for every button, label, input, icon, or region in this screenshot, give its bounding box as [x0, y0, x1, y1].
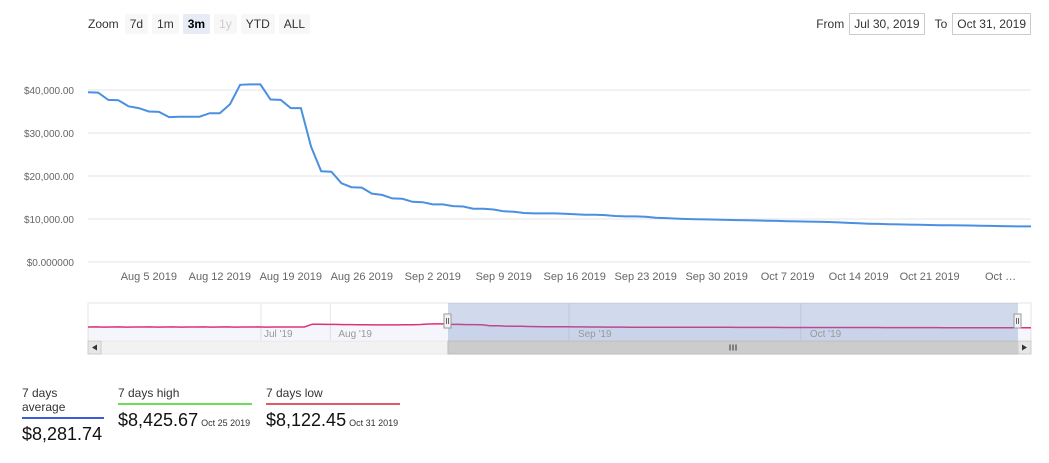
navigator-selection-mask[interactable]: [448, 303, 1018, 341]
x-tick-label: Oct …: [985, 271, 1016, 283]
arrow-right-icon: [1022, 344, 1027, 351]
y-tick-label: $30,000.00: [24, 129, 74, 140]
to-date-input[interactable]: Oct 31, 2019: [952, 13, 1031, 35]
from-date-input[interactable]: Jul 30, 2019: [849, 13, 925, 35]
price-chart: $0.000000 $10,000.00 $20,000.00 $30,000.00 $…: [24, 83, 1032, 355]
x-tick-label: Oct 14 2019: [829, 271, 889, 283]
zoom-button-7d[interactable]: 7d: [124, 14, 149, 34]
navigator[interactable]: Jul '19 Aug '19 Sep '19 Oct '19: [87, 302, 1032, 342]
stats-summary: 7 days average $8,281.74 7 days high $8,…: [22, 386, 414, 445]
stat-high-value: $8,425.67 Oct 25 2019: [118, 410, 252, 431]
stat-high-amount: $8,425.67: [118, 410, 199, 430]
navigator-right-handle[interactable]: [1013, 313, 1022, 329]
stat-high-label: 7 days high: [118, 386, 252, 405]
to-label: To: [934, 17, 948, 31]
arrow-left-icon: [92, 344, 97, 351]
left-handle-box[interactable]: [443, 313, 452, 329]
stat-average: 7 days average $8,281.74: [22, 386, 104, 445]
stat-low-value: $8,122.45 Oct 31 2019: [266, 410, 400, 431]
stat-low-label: 7 days low: [266, 386, 400, 405]
x-tick-label: Oct 21 2019: [900, 271, 960, 283]
stat-low-date: Oct 31 2019: [349, 418, 399, 428]
x-tick-label: Oct 7 2019: [761, 271, 815, 283]
navigator-background: [87, 302, 1032, 342]
grid-lines: [88, 89, 1031, 263]
date-range-selector: From Jul 30, 2019 To Oct 31, 2019: [806, 13, 1031, 35]
scrollbar[interactable]: [87, 340, 1032, 355]
x-tick-label: Aug 5 2019: [121, 271, 177, 283]
zoom-button-1m[interactable]: 1m: [152, 14, 179, 34]
zoom-button-all[interactable]: ALL: [278, 14, 311, 34]
navigator-label: Sep '19: [578, 329, 612, 340]
stat-high: 7 days high $8,425.67 Oct 25 2019: [118, 386, 252, 445]
stat-average-label: 7 days average: [22, 386, 104, 419]
navigator-series-line: [87, 323, 1031, 329]
navigator-label: Jul '19: [264, 329, 293, 340]
x-tick-label: Aug 12 2019: [189, 271, 251, 283]
y-tick-label: $20,000.00: [24, 172, 74, 183]
x-tick-label: Aug 19 2019: [260, 271, 322, 283]
stat-low: 7 days low $8,122.45 Oct 31 2019: [266, 386, 400, 445]
x-tick-label: Sep 9 2019: [476, 271, 532, 283]
series-line-7-day-average: [87, 83, 1031, 228]
zoom-bar: Zoom 7d 1m 3m 1y YTD ALL: [88, 13, 314, 35]
y-tick-label: $0.000000: [27, 258, 75, 269]
x-axis-labels: Aug 5 2019 Aug 12 2019 Aug 19 2019 Aug 26 2…: [121, 271, 1016, 283]
navigator-label: Aug '19: [338, 329, 372, 340]
zoom-button-ytd[interactable]: YTD: [240, 14, 275, 34]
x-tick-label: Sep 2 2019: [405, 271, 461, 283]
stat-high-date: Oct 25 2019: [201, 418, 251, 428]
y-axis-labels: $0.000000 $10,000.00 $20,000.00 $30,000.00 $…: [24, 86, 74, 269]
y-tick-label: $10,000.00: [24, 215, 74, 226]
navigator-grid: [260, 303, 802, 341]
x-tick-label: Sep 16 2019: [544, 271, 606, 283]
navigator-label: Oct '19: [810, 329, 842, 340]
stat-average-value: $8,281.74: [22, 424, 104, 445]
x-tick-label: Sep 30 2019: [685, 271, 747, 283]
right-handle-box[interactable]: [1013, 313, 1022, 329]
stat-low-amount: $8,122.45: [266, 410, 347, 430]
y-tick-label: $40,000.00: [24, 86, 74, 97]
navigator-left-handle[interactable]: [443, 313, 452, 329]
zoom-label: Zoom: [88, 17, 119, 31]
navigator-labels: Jul '19 Aug '19 Sep '19 Oct '19: [264, 329, 842, 340]
zoom-button-1y: 1y: [214, 14, 237, 34]
stat-average-amount: $8,281.74: [22, 424, 103, 444]
x-tick-label: Aug 26 2019: [331, 271, 393, 283]
zoom-button-3m[interactable]: 3m: [182, 14, 211, 34]
x-tick-label: Sep 23 2019: [614, 271, 676, 283]
from-label: From: [816, 17, 845, 31]
